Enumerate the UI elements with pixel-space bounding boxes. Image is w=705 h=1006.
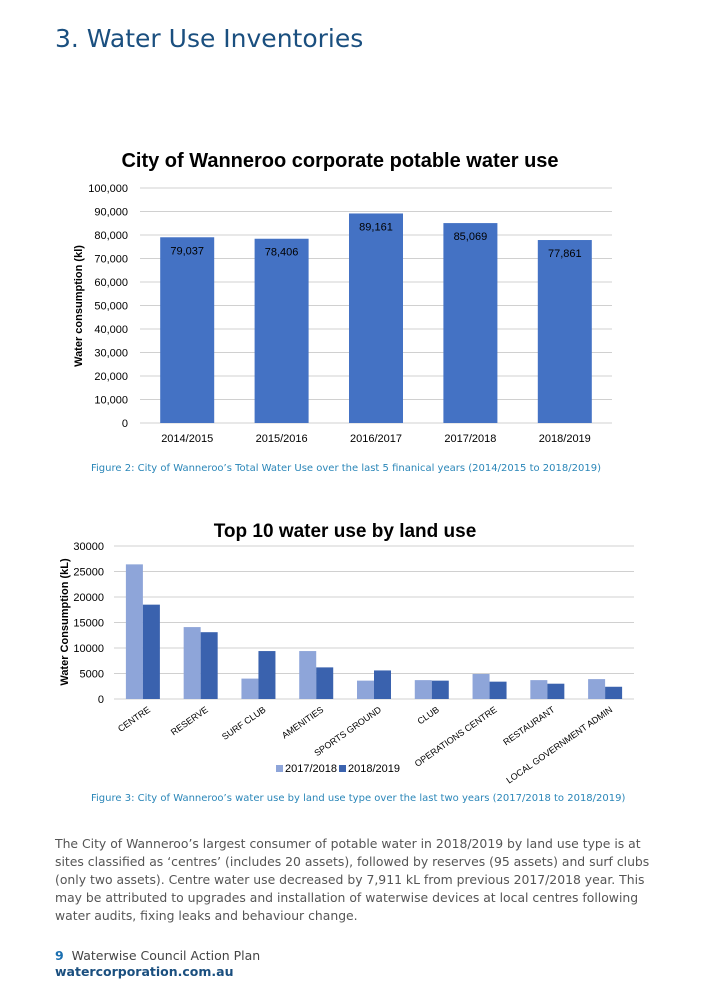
bar-2017-2018 <box>241 678 259 699</box>
y-tick-label: 30000 <box>73 541 104 553</box>
section-heading: 3. Water Use Inventories <box>55 24 364 53</box>
legend-swatch <box>276 765 283 772</box>
x-tick-label: RESTAURANT <box>501 704 557 747</box>
x-tick-label: 2018/2019 <box>539 433 591 445</box>
figure-2-caption: Figure 2: City of Wanneroo’s Total Water… <box>91 463 601 474</box>
y-axis-label: Water Consumption (kL) <box>59 558 71 686</box>
bar <box>537 240 592 423</box>
page-number: 9 <box>55 948 64 963</box>
y-tick-label: 0 <box>98 694 104 706</box>
data-label: 79,037 <box>170 245 204 257</box>
bar-2018-2019 <box>489 681 507 699</box>
y-tick-label: 10,000 <box>94 395 128 407</box>
x-tick-label: CLUB <box>416 704 441 726</box>
y-tick-label: 10000 <box>73 643 104 655</box>
x-tick-label: 2015/2016 <box>256 433 308 445</box>
bar-2018-2019 <box>547 683 565 699</box>
x-tick-label: 2016/2017 <box>350 433 402 445</box>
chart-title: City of Wanneroo corporate potable water… <box>121 150 558 172</box>
y-tick-label: 15000 <box>73 618 104 630</box>
x-tick-label: 2017/2018 <box>444 433 496 445</box>
bar <box>349 213 403 423</box>
doc-title: Waterwise Council Action Plan <box>71 948 261 963</box>
bar-2018-2019 <box>258 651 276 699</box>
bar-2018-2019 <box>374 670 391 699</box>
bar-2018-2019 <box>142 604 160 699</box>
x-tick-label: CENTRE <box>116 704 152 733</box>
legend-label: 2018/2019 <box>348 763 400 775</box>
x-tick-label: 2014/2015 <box>161 433 213 445</box>
y-tick-label: 0 <box>122 418 128 430</box>
y-tick-label: 25000 <box>73 567 104 579</box>
y-tick-label: 30,000 <box>94 348 128 360</box>
bar-2018-2019 <box>200 632 218 699</box>
chart-top10-land-use: Top 10 water use by land use 0 5000 10000 15… <box>59 521 634 786</box>
body-paragraph: The City of Wanneroo’s largest consumer … <box>55 836 650 923</box>
legend-label: 2017/2018 <box>285 763 337 775</box>
figure-3-caption: Figure 3: City of Wanneroo’s water use b… <box>91 793 626 804</box>
x-tick-label: LOCAL GOVERNMENT ADMIN <box>504 704 614 785</box>
x-tick-label: SURF CLUB <box>220 704 268 741</box>
y-tick-label: 40,000 <box>94 324 128 336</box>
bar-2018-2019 <box>605 686 623 699</box>
bar-2017-2018 <box>183 627 201 699</box>
legend-swatch <box>339 765 346 772</box>
bar-2017-2018 <box>472 674 490 699</box>
y-tick-label: 20000 <box>73 592 104 604</box>
y-tick-label: 5000 <box>80 669 104 681</box>
bar-2018-2019 <box>316 667 334 699</box>
y-tick-label: 50,000 <box>94 301 128 313</box>
data-label: 78,406 <box>265 247 299 259</box>
x-tick-label: RESERVE <box>169 704 210 737</box>
bar <box>443 223 498 423</box>
bar <box>254 238 309 423</box>
y-tick-label: 70,000 <box>94 254 128 266</box>
y-tick-label: 60,000 <box>94 277 128 289</box>
bar-2017-2018 <box>299 651 317 699</box>
footer-doc-title: 9 Waterwise Council Action Plan <box>55 948 260 963</box>
x-tick-label: AMENITIES <box>280 704 325 740</box>
data-label: 89,161 <box>359 221 393 233</box>
y-axis-label: Water consumption (kl) <box>73 245 85 367</box>
chart-title: Top 10 water use by land use <box>214 521 477 542</box>
bar <box>160 237 215 423</box>
data-label: 77,861 <box>548 248 582 260</box>
y-tick-label: 90,000 <box>94 207 128 219</box>
bar-2017-2018 <box>588 679 606 699</box>
y-tick-label: 80,000 <box>94 230 128 242</box>
bar-2017-2018 <box>414 680 432 699</box>
footer-url[interactable]: watercorporation.com.au <box>55 964 234 979</box>
bar-2017-2018 <box>357 680 374 699</box>
bar-2017-2018 <box>125 564 143 699</box>
y-tick-label: 20,000 <box>94 371 128 383</box>
chart-potable-water-use: City of Wanneroo corporate potable water… <box>73 150 612 445</box>
bar-2018-2019 <box>431 680 449 699</box>
bar-2017-2018 <box>530 680 548 699</box>
y-tick-label: 100,000 <box>88 183 128 195</box>
data-label: 85,069 <box>454 231 488 243</box>
